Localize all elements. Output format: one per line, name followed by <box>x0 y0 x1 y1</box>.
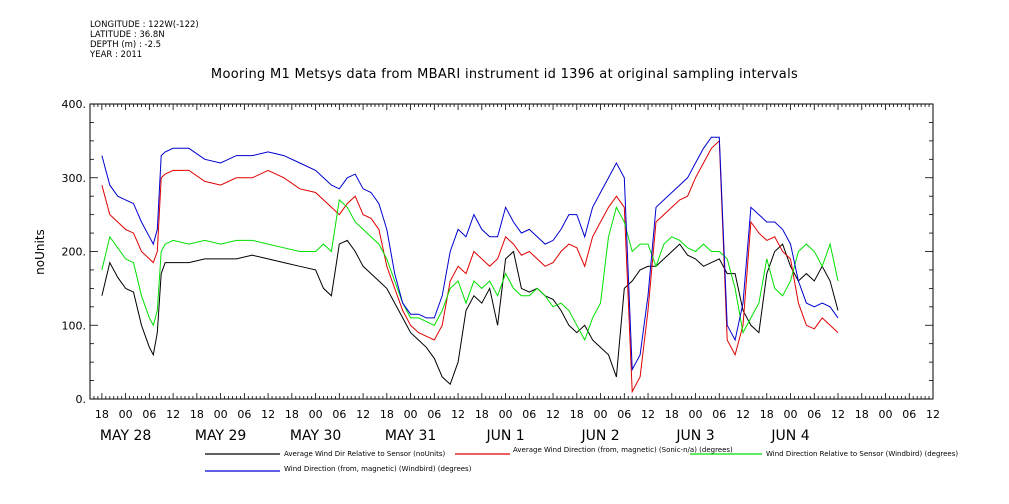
y-tick-label: 100. <box>62 319 87 332</box>
x-tick-label: 06 <box>142 408 156 421</box>
x-tick-label: 18 <box>570 408 584 421</box>
longitude-label: LONGITUDE : 122W(-122) <box>90 20 199 30</box>
legend-label: Wind Direction (from, magnetic) (Windbir… <box>284 465 472 473</box>
x-tick-label: 00 <box>404 408 418 421</box>
x-tick-label: 00 <box>214 408 228 421</box>
legend-label: Wind Direction Relative to Sensor (Windb… <box>766 450 958 458</box>
x-day-label: JUN 4 <box>770 428 809 444</box>
axis-ticks <box>89 103 934 400</box>
x-tick-label: 12 <box>451 408 465 421</box>
series-lines <box>101 136 839 394</box>
legend-label: Average Wind Direction (from, magnetic) … <box>513 446 733 454</box>
y-tick-label: 300. <box>62 172 87 185</box>
y-tick-label: 400. <box>62 98 87 111</box>
x-tick-label: 00 <box>499 408 513 421</box>
x-tick-label: 00 <box>879 408 893 421</box>
x-tick-label: 00 <box>119 408 133 421</box>
y-tick-label: 200. <box>62 246 87 259</box>
x-tick-label: 18 <box>380 408 394 421</box>
x-tick-label: 18 <box>760 408 774 421</box>
x-tick-label: 18 <box>855 408 869 421</box>
series-line-2 <box>101 139 839 394</box>
x-tick-label: 12 <box>641 408 655 421</box>
metadata-block: LONGITUDE : 122W(-122) LATITUDE : 36.8N … <box>90 20 199 60</box>
x-tick-label: 00 <box>689 408 703 421</box>
x-tick-label: 18 <box>475 408 489 421</box>
x-tick-label: 18 <box>285 408 299 421</box>
y-tick-label: 0. <box>76 393 87 406</box>
x-tick-label: 12 <box>926 408 940 421</box>
year-label: YEAR : 2011 <box>90 50 143 60</box>
x-tick-label: 18 <box>190 408 204 421</box>
legend: Average Wind Dir Relative to Sensor (noU… <box>205 446 958 473</box>
x-tick-label: 00 <box>594 408 608 421</box>
x-day-label: MAY 28 <box>100 428 151 444</box>
series-line-4 <box>101 136 839 372</box>
y-axis-tick-labels: 0. 100. 200. 300. 400. <box>62 98 87 406</box>
x-axis-tick-labels: 18 00 06 12 18 00 06 12 18 00 06 12 18 00 06 12 18 00 06 12… <box>95 408 940 421</box>
x-tick-label: 06 <box>807 408 821 421</box>
x-tick-label: 12 <box>356 408 370 421</box>
x-tick-label: 12 <box>736 408 750 421</box>
x-tick-label: 18 <box>665 408 679 421</box>
x-tick-label: 00 <box>784 408 798 421</box>
x-tick-label: 06 <box>712 408 726 421</box>
x-tick-label: 18 <box>95 408 109 421</box>
x-tick-label: 12 <box>546 408 560 421</box>
x-tick-label: 06 <box>522 408 536 421</box>
latitude-label: LATITUDE : 36.8N <box>90 30 165 40</box>
x-day-label: JUN 2 <box>580 428 619 444</box>
y-axis-label: noUnits <box>33 229 47 275</box>
depth-label: DEPTH (m) : -2.5 <box>90 40 162 50</box>
x-tick-label: 06 <box>617 408 631 421</box>
x-tick-label: 06 <box>237 408 251 421</box>
series-line-3 <box>101 198 839 342</box>
x-axis-day-labels: MAY 28 MAY 29 MAY 30 MAY 31 JUN 1 JUN 2 JUN 3 J… <box>100 428 810 444</box>
x-tick-label: 12 <box>166 408 180 421</box>
x-day-label: MAY 31 <box>385 428 436 444</box>
x-day-label: JUN 1 <box>485 428 524 444</box>
chart-title: Mooring M1 Metsys data from MBARI instru… <box>210 67 799 82</box>
plot-frame <box>89 103 934 400</box>
x-tick-label: 06 <box>427 408 441 421</box>
x-day-label: JUN 3 <box>675 428 714 444</box>
legend-label: Average Wind Dir Relative to Sensor (noU… <box>284 450 445 458</box>
x-day-label: MAY 30 <box>290 428 341 444</box>
x-day-label: MAY 29 <box>195 428 246 444</box>
x-tick-label: 12 <box>261 408 275 421</box>
x-tick-label: 12 <box>831 408 845 421</box>
x-tick-label: 00 <box>309 408 323 421</box>
x-tick-label: 06 <box>902 408 916 421</box>
x-tick-label: 06 <box>332 408 346 421</box>
